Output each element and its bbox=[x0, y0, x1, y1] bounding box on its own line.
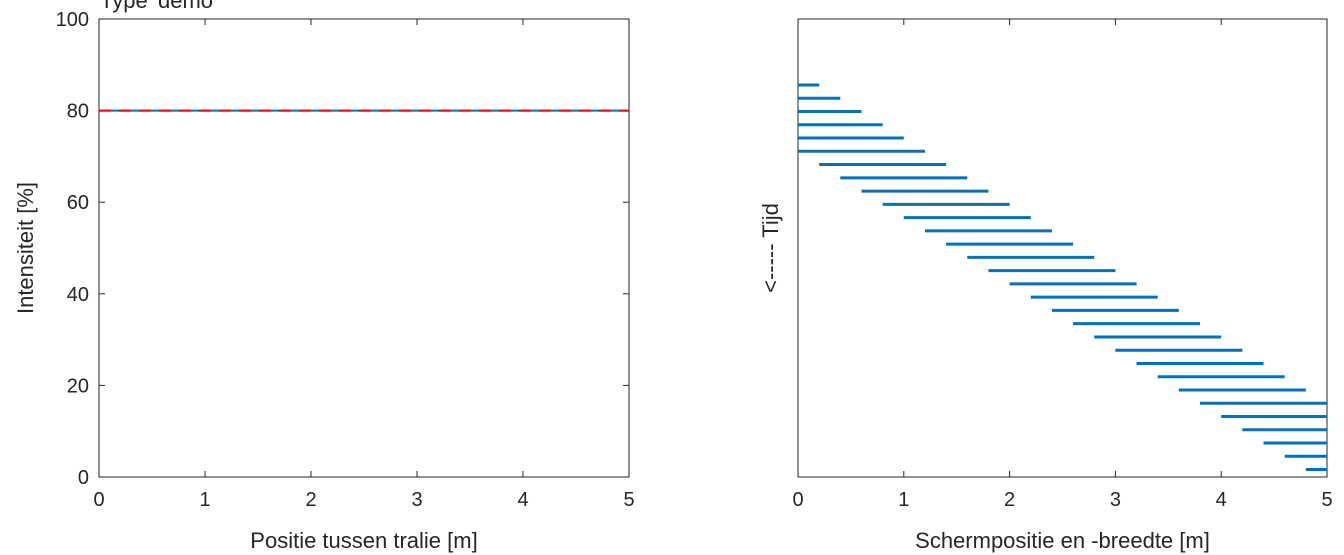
y-tick-label: 80 bbox=[67, 101, 89, 123]
x-tick-label: 5 bbox=[623, 489, 634, 511]
y-axis-label-right: <----- Tijd bbox=[758, 203, 783, 293]
x-tick-label: 4 bbox=[517, 489, 528, 511]
x-tick-label: 0 bbox=[93, 489, 104, 511]
x-axis-label-left: Positie tussen tralie [m] bbox=[250, 528, 477, 553]
x-tick-label: 1 bbox=[898, 489, 909, 511]
y-tick-label: 20 bbox=[67, 375, 89, 397]
x-tick-label: 3 bbox=[411, 489, 422, 511]
x-tick-label: 2 bbox=[1004, 489, 1015, 511]
x-tick-label: 3 bbox=[1110, 489, 1121, 511]
y-tick-label: 60 bbox=[67, 192, 89, 214]
y-tick-label: 0 bbox=[78, 467, 89, 489]
y-tick-label: 100 bbox=[56, 9, 89, 31]
y-tick-label: 40 bbox=[67, 284, 89, 306]
x-axis-label-right: Schermpositie en -breedte [m] bbox=[915, 528, 1210, 553]
x-tick-label: 1 bbox=[199, 489, 210, 511]
x-tick-label: 0 bbox=[792, 489, 803, 511]
plot-area-right bbox=[797, 18, 1328, 478]
x-tick-label: 2 bbox=[305, 489, 316, 511]
right-axes: 0 1 2 3 4 5 Schermpositie en -breedte [m] <----… bbox=[758, 18, 1333, 553]
plot-area-left bbox=[98, 18, 630, 478]
y-axis-label-left: Intensiteit [%] bbox=[13, 182, 38, 314]
x-tick-label: 4 bbox=[1216, 489, 1227, 511]
figure-title: Type 'demo' bbox=[100, 0, 218, 13]
x-tick-label: 5 bbox=[1321, 489, 1332, 511]
left-axes: 0 1 2 3 4 5 0 20 40 60 80 100 Positie tussen tralie … bbox=[13, 9, 635, 553]
